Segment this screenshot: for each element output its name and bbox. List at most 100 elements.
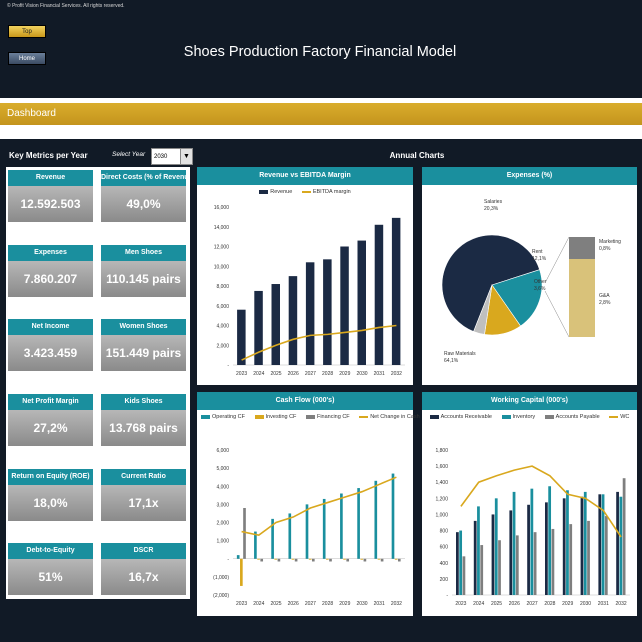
- legend-swatch: [259, 189, 269, 194]
- bar: [346, 558, 350, 562]
- pie-slice: [441, 234, 540, 332]
- x-tick-label: 2031: [598, 601, 609, 607]
- metric-card-current-ratio: Current Ratio 17,1x: [101, 469, 186, 521]
- bar: [622, 478, 626, 595]
- metric-label: Kids Shoes: [101, 394, 186, 410]
- chart-legend: Operating CF Investing CF Financing CF N…: [197, 414, 420, 420]
- metric-label: DSCR: [101, 543, 186, 559]
- x-tick-label: 2028: [544, 601, 555, 607]
- bar: [377, 558, 381, 560]
- home-button[interactable]: Home: [8, 52, 46, 65]
- y-tick-label: 3,000: [216, 502, 229, 508]
- y-tick-label: 1,000: [435, 512, 448, 518]
- x-tick-label: 2029: [562, 601, 573, 607]
- metric-label: Net Income: [8, 319, 93, 335]
- bar: [254, 531, 257, 559]
- y-tick-label: 5,000: [216, 466, 229, 472]
- y-tick-label: 8,000: [216, 284, 229, 290]
- y-tick-label: 14,000: [214, 225, 230, 231]
- chart-legend: Revenue EBITDA margin: [197, 189, 413, 195]
- y-tick-label: -: [227, 363, 229, 369]
- metric-label: Return on Equity (ROE): [8, 469, 93, 485]
- bar: [323, 259, 332, 365]
- y-tick-label: 10,000: [214, 264, 230, 270]
- bar: [322, 498, 326, 559]
- metric-card-roe: Return on Equity (ROE) 18,0%: [8, 469, 93, 521]
- y-tick-label: 1,800: [435, 448, 448, 454]
- pie-slice: [473, 284, 493, 335]
- bar: [329, 558, 332, 562]
- working-capital-plot: - 200 400 600 800 1,000 1,200 1,400 1,600 1,800 20…: [435, 448, 630, 607]
- metric-card-dscr: DSCR 16,7x: [101, 543, 186, 595]
- metric-label: Net Profit Margin: [8, 394, 93, 410]
- select-year-label: Select Year: [112, 151, 146, 158]
- metric-label: Men Shoes: [101, 245, 186, 261]
- bar: [616, 491, 619, 595]
- bar: [360, 558, 364, 560]
- bar: [545, 502, 548, 595]
- bar: [394, 558, 398, 560]
- metric-value: 17,1x: [101, 485, 186, 521]
- bar: [562, 498, 566, 595]
- bar: [580, 496, 584, 595]
- breakout-connector: [544, 236, 570, 284]
- bar: [380, 558, 384, 562]
- year-dropdown-value: 2030: [154, 154, 168, 160]
- legend-swatch: [501, 414, 511, 419]
- metric-label: Women Shoes: [101, 319, 186, 335]
- legend-item: Financing CF: [305, 414, 350, 420]
- y-tick-label: 600: [440, 545, 449, 551]
- x-tick-label: 2027: [527, 601, 538, 607]
- legend-swatch: [359, 415, 369, 418]
- breakout-segment: [569, 259, 595, 337]
- top-button[interactable]: Top: [8, 25, 46, 38]
- legend-label: Accounts Receivable: [440, 414, 492, 420]
- bar: [374, 480, 378, 559]
- series-line: [241, 476, 397, 537]
- metric-card-men-shoes: Men Shoes 110.145 pairs: [101, 245, 186, 297]
- metric-value: 13.768 pairs: [101, 410, 186, 446]
- x-tick-label: 2029: [339, 601, 350, 607]
- x-tick-label: 2032: [391, 601, 402, 607]
- legend-label: Inventory: [512, 414, 536, 420]
- metric-value: 49,0%: [101, 186, 186, 222]
- legend-swatch: [305, 414, 315, 419]
- bar: [587, 520, 590, 595]
- bar: [291, 558, 295, 560]
- metric-value: 27,2%: [8, 410, 93, 446]
- pie-slice: [491, 269, 543, 327]
- expenses-pie-chart: Expenses (%) Raw Materials 64,1% Salaries 2…: [422, 167, 637, 385]
- bar: [357, 488, 360, 559]
- metric-card-revenue: Revenue 12.592.503: [8, 170, 93, 222]
- metric-value: 18,0%: [8, 485, 93, 521]
- bar: [473, 520, 477, 595]
- bar: [357, 240, 366, 365]
- x-tick-label: 2024: [253, 371, 264, 377]
- legend-swatch: [301, 190, 311, 193]
- x-tick-label: 2026: [509, 601, 520, 607]
- page-title: Shoes Production Factory Financial Model: [183, 44, 457, 60]
- y-tick-label: -: [227, 557, 229, 563]
- chart-title: Working Capital (000's): [422, 392, 637, 410]
- year-dropdown[interactable]: 2030 ▼: [151, 148, 193, 165]
- metric-value: 151.449 pairs: [101, 335, 186, 371]
- x-tick-label: 2030: [356, 601, 367, 607]
- annual-charts-header: Annual Charts: [197, 145, 637, 166]
- y-tick-label: -: [446, 593, 448, 599]
- metric-card-direct-costs: Direct Costs (% of Revenue) 49,0%: [101, 170, 186, 222]
- x-tick-label: 2028: [322, 601, 333, 607]
- legend-item: Accounts Payable: [544, 414, 600, 420]
- x-tick-label: 2031: [374, 371, 385, 377]
- dropdown-arrow-icon[interactable]: ▼: [180, 149, 192, 164]
- metric-value: 7.860.207: [8, 261, 93, 297]
- x-tick-label: 2032: [616, 601, 627, 607]
- x-tick-label: 2025: [491, 601, 502, 607]
- metric-card-net-profit-margin: Net Profit Margin 27,2%: [8, 394, 93, 446]
- x-tick-label: 2026: [288, 371, 299, 377]
- bar: [308, 558, 312, 560]
- bar: [257, 558, 260, 560]
- bar: [530, 488, 534, 595]
- metric-card-net-income: Net Income 3.423.459: [8, 319, 93, 371]
- chart-title: Expenses (%): [422, 167, 637, 185]
- bar: [260, 558, 264, 562]
